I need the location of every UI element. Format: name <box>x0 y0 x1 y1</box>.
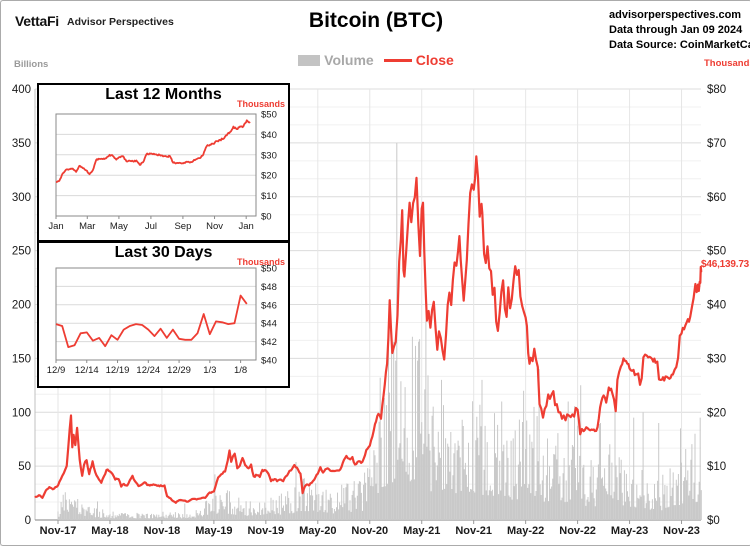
page-title: Bitcoin (BTC) <box>308 9 444 32</box>
inset-last-30-days: Last 30 Days Thousands $50 $48 $46 $44 $42 $4… <box>37 241 290 388</box>
left-axis-label: 300 <box>12 192 31 204</box>
inset-y-label: $46 <box>261 300 277 311</box>
data-source-block: advisorperspectives.com Data through Jan… <box>609 8 750 53</box>
x-axis-label: Nov-17 <box>40 525 77 537</box>
inset-x-label: Jan <box>239 221 254 232</box>
right-axis-label: $0 <box>707 515 720 527</box>
inset-plot-border <box>55 113 257 217</box>
advisor-perspectives-label: Advisor Perspectives <box>67 16 174 28</box>
inset-close-line <box>55 294 248 348</box>
inset-last-12-months: Last 12 Months Thousands $50 $40 $30 $20 $10… <box>37 83 290 242</box>
inset-30d-chart: $50 $48 $46 $44 $42 $40 12/9 12/14 12/19 12/24 12/… <box>47 264 277 377</box>
inset-x-label: 1/3 <box>203 365 216 376</box>
legend-volume-label: Volume <box>324 52 374 68</box>
inset-y-label: $50 <box>261 264 277 275</box>
left-axis-label: 100 <box>12 407 31 419</box>
inset-y-label: $50 <box>261 110 277 121</box>
x-axis-label: May-18 <box>91 525 128 537</box>
right-axis-label: $50 <box>707 246 726 258</box>
volume-swatch-icon <box>298 54 321 66</box>
right-axis-label: $20 <box>707 407 726 419</box>
legend-volume: Volume <box>298 52 374 68</box>
inset-x-label: Jan <box>48 221 63 232</box>
meta-date: Data through Jan 09 2024 <box>609 24 743 36</box>
inset-y-label: $30 <box>261 150 277 161</box>
right-axis-label: $80 <box>707 84 726 96</box>
inset-x-label: May <box>110 221 128 232</box>
current-price-label: $46,139.73 <box>701 259 750 270</box>
inset-y-label: $40 <box>261 356 277 367</box>
inset-y-label: $20 <box>261 171 277 182</box>
inset-x-label: Nov <box>206 221 223 232</box>
inset-y-label: $42 <box>261 337 277 348</box>
x-axis-label: Nov-19 <box>247 525 284 537</box>
inset-x-label: 12/24 <box>136 365 160 376</box>
inset-12m-title: Last 12 Months <box>105 86 222 103</box>
left-axis-label: 200 <box>12 300 31 312</box>
inset-plot-border <box>55 267 257 361</box>
inset-y-label: $44 <box>261 319 277 330</box>
inset-x-label: Sep <box>174 221 191 232</box>
x-axis-label: Nov-22 <box>559 525 596 537</box>
x-axis-label: May-19 <box>195 525 232 537</box>
inset-x-label: 12/19 <box>106 365 130 376</box>
inset-12m-chart: $50 $40 $30 $20 $10 $0 Jan Mar May Jul Sep Nov Jan <box>48 110 277 233</box>
right-axis-label: $60 <box>707 192 726 204</box>
legend-close: Close <box>383 52 454 68</box>
right-axis-label: $30 <box>707 353 726 365</box>
right-axis-label: $10 <box>707 461 726 473</box>
inset-y-label: $10 <box>261 191 277 202</box>
legend-close-label: Close <box>415 52 454 68</box>
x-axis-label: May-21 <box>403 525 440 537</box>
left-axis-label: 350 <box>12 138 31 150</box>
inset-x-label: Jul <box>145 221 157 232</box>
legend: Volume Close <box>1 52 750 68</box>
inset-30d-title: Last 30 Days <box>114 244 213 261</box>
left-axis-label: 150 <box>12 353 31 365</box>
left-axis-label: 0 <box>25 515 31 527</box>
left-axis-label: 400 <box>12 84 31 96</box>
inset-y-label: $40 <box>261 130 277 141</box>
inset-30d-unit-label: Thousands <box>236 257 285 267</box>
left-axis-label: 50 <box>18 461 31 473</box>
inset-x-label: 12/9 <box>47 365 66 376</box>
inset-close-line <box>55 119 251 183</box>
close-line-icon <box>383 58 412 62</box>
left-axis-unit-label: Billions <box>14 59 49 70</box>
right-axis-label: $40 <box>707 300 726 312</box>
close-price-line <box>34 155 703 504</box>
x-axis-label: Nov-23 <box>663 525 700 537</box>
x-axis-label: Nov-21 <box>455 525 492 537</box>
inset-x-label: 12/29 <box>167 365 191 376</box>
x-axis-label: Nov-20 <box>351 525 388 537</box>
inset-x-label: 1/8 <box>234 365 247 376</box>
right-axis-label: $70 <box>707 138 726 150</box>
meta-source: Data Source: CoinMarketCap <box>609 39 750 51</box>
vettafi-logo: VettaFi <box>15 13 59 29</box>
inset-x-label: Mar <box>79 221 95 232</box>
inset-y-label: $48 <box>261 282 277 293</box>
inset-x-label: 12/14 <box>75 365 99 376</box>
x-axis-label: May-22 <box>507 525 544 537</box>
x-axis-label: Nov-18 <box>144 525 181 537</box>
inset-y-label: $0 <box>261 212 272 223</box>
right-axis-unit-label: Thousands <box>704 58 750 69</box>
x-axis-label: May-20 <box>299 525 336 537</box>
inset-12m-unit-label: Thousands <box>236 99 285 109</box>
x-axis-label: May-23 <box>611 525 648 537</box>
left-axis-label: 250 <box>12 246 31 258</box>
volume-bars <box>57 142 702 520</box>
meta-site: advisorperspectives.com <box>609 9 742 21</box>
